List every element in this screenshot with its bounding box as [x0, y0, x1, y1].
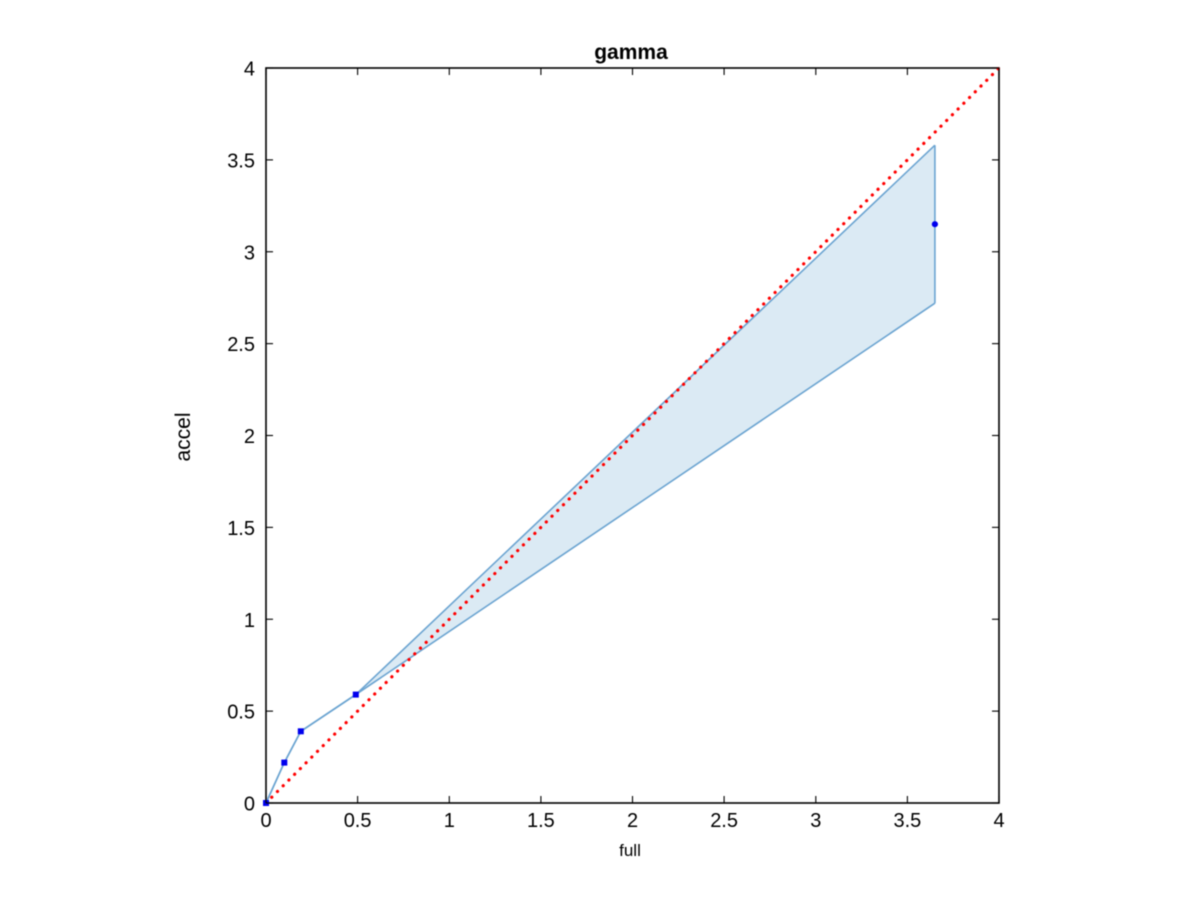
svg-text:2.5: 2.5	[227, 334, 255, 356]
svg-text:1: 1	[244, 610, 255, 632]
svg-text:gamma: gamma	[594, 41, 668, 64]
svg-text:4: 4	[244, 59, 255, 81]
svg-text:0.5: 0.5	[344, 810, 372, 832]
svg-text:3.5: 3.5	[893, 810, 921, 832]
svg-text:full: full	[619, 841, 641, 860]
svg-text:accel: accel	[172, 412, 195, 461]
svg-text:0: 0	[260, 810, 271, 832]
svg-text:2: 2	[244, 426, 255, 448]
svg-text:1: 1	[444, 810, 455, 832]
svg-text:3.5: 3.5	[227, 150, 255, 172]
svg-text:3: 3	[810, 810, 821, 832]
svg-text:2.5: 2.5	[710, 810, 738, 832]
svg-text:2: 2	[627, 810, 638, 832]
svg-text:1.5: 1.5	[227, 518, 255, 540]
svg-text:1.5: 1.5	[527, 810, 555, 832]
svg-text:4: 4	[993, 810, 1004, 832]
svg-text:0.5: 0.5	[227, 702, 255, 724]
svg-text:3: 3	[244, 242, 255, 264]
svg-text:0: 0	[244, 794, 255, 816]
